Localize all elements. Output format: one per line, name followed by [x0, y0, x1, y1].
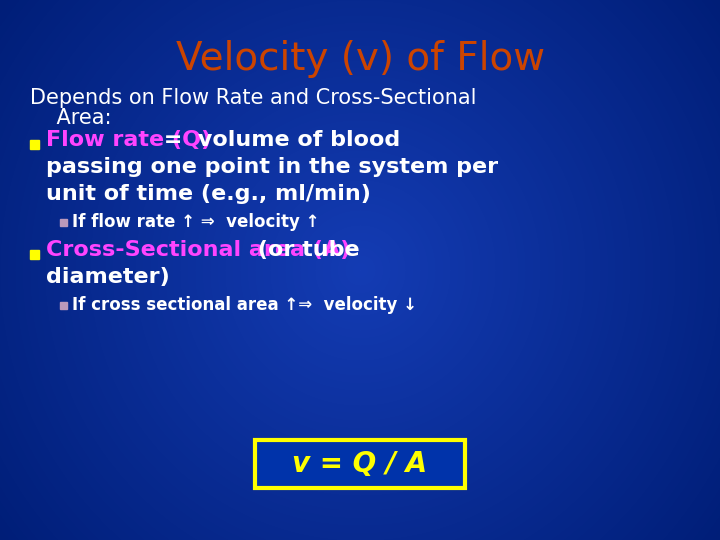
- Text: Area:: Area:: [30, 108, 112, 128]
- Bar: [60, 219, 67, 226]
- Bar: [60, 302, 67, 309]
- Text: =  volume of blood: = volume of blood: [156, 130, 401, 150]
- Text: Flow rate (Q): Flow rate (Q): [46, 130, 211, 150]
- Bar: [30, 140, 39, 149]
- Text: unit of time (e.g., ml/min): unit of time (e.g., ml/min): [46, 184, 371, 204]
- Text: If flow rate ↑ ⇒  velocity ↑: If flow rate ↑ ⇒ velocity ↑: [72, 213, 320, 231]
- Text: If cross sectional area ↑⇒  velocity ↓: If cross sectional area ↑⇒ velocity ↓: [72, 296, 417, 314]
- Text: Cross-Sectional area (A): Cross-Sectional area (A): [46, 240, 351, 260]
- Text: Depends on Flow Rate and Cross-Sectional: Depends on Flow Rate and Cross-Sectional: [30, 88, 477, 108]
- Text: diameter): diameter): [46, 267, 170, 287]
- Text: (or tube: (or tube: [250, 240, 359, 260]
- Text: passing one point in the system per: passing one point in the system per: [46, 157, 498, 177]
- Bar: [255, 440, 465, 488]
- Bar: [30, 250, 39, 259]
- Text: v = Q / A: v = Q / A: [292, 450, 428, 478]
- Text: Velocity (v) of Flow: Velocity (v) of Flow: [176, 40, 544, 78]
